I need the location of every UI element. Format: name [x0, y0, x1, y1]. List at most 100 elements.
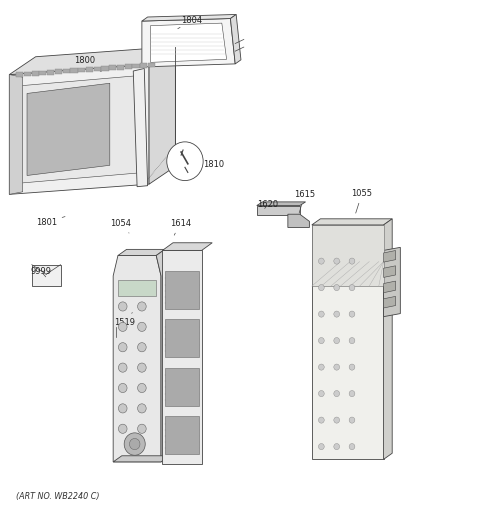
Polygon shape — [109, 65, 116, 70]
Polygon shape — [151, 23, 227, 62]
Circle shape — [138, 404, 146, 413]
Circle shape — [119, 383, 127, 392]
Polygon shape — [165, 416, 199, 454]
Circle shape — [167, 142, 203, 180]
Circle shape — [349, 364, 355, 370]
Circle shape — [119, 343, 127, 352]
Circle shape — [349, 390, 355, 397]
Circle shape — [334, 417, 339, 423]
Polygon shape — [142, 14, 236, 21]
Polygon shape — [20, 76, 139, 183]
Circle shape — [319, 311, 324, 317]
Polygon shape — [312, 225, 384, 459]
Polygon shape — [156, 249, 169, 462]
Polygon shape — [384, 281, 396, 293]
Circle shape — [138, 302, 146, 311]
Text: 1615: 1615 — [294, 190, 315, 213]
Circle shape — [334, 390, 339, 397]
Circle shape — [119, 322, 127, 332]
Polygon shape — [118, 280, 156, 296]
Polygon shape — [384, 266, 396, 277]
Text: 1620: 1620 — [257, 200, 278, 209]
Circle shape — [349, 417, 355, 423]
Text: 1804: 1804 — [178, 15, 203, 29]
Circle shape — [138, 363, 146, 372]
Polygon shape — [113, 256, 161, 462]
Circle shape — [138, 322, 146, 332]
Circle shape — [119, 404, 127, 413]
Polygon shape — [142, 18, 235, 67]
Text: 1614: 1614 — [169, 219, 191, 235]
Polygon shape — [132, 64, 140, 68]
Circle shape — [319, 258, 324, 264]
Polygon shape — [257, 205, 300, 215]
Circle shape — [319, 285, 324, 291]
Polygon shape — [162, 243, 212, 250]
Polygon shape — [78, 68, 85, 73]
Polygon shape — [62, 69, 70, 74]
Polygon shape — [71, 68, 78, 73]
Polygon shape — [165, 271, 199, 309]
Circle shape — [349, 311, 355, 317]
Circle shape — [334, 285, 339, 291]
Polygon shape — [101, 66, 108, 71]
Circle shape — [349, 444, 355, 450]
Polygon shape — [118, 249, 165, 256]
Polygon shape — [117, 65, 124, 69]
Polygon shape — [384, 296, 396, 308]
Polygon shape — [9, 75, 23, 194]
Polygon shape — [384, 250, 396, 262]
Polygon shape — [230, 14, 241, 64]
Polygon shape — [257, 202, 306, 205]
Polygon shape — [125, 64, 132, 69]
Circle shape — [349, 338, 355, 344]
Polygon shape — [162, 250, 202, 464]
Text: 1810: 1810 — [196, 160, 224, 169]
Circle shape — [334, 338, 339, 344]
Polygon shape — [9, 64, 149, 194]
Circle shape — [334, 311, 339, 317]
Circle shape — [130, 438, 140, 450]
Circle shape — [334, 258, 339, 264]
Polygon shape — [384, 247, 400, 317]
Text: 1519: 1519 — [114, 313, 135, 327]
Polygon shape — [47, 70, 54, 75]
Polygon shape — [32, 71, 39, 76]
Circle shape — [349, 285, 355, 291]
Circle shape — [119, 424, 127, 433]
Polygon shape — [149, 47, 175, 184]
Text: 9999: 9999 — [31, 267, 52, 277]
Polygon shape — [148, 63, 155, 67]
Circle shape — [119, 302, 127, 311]
Circle shape — [138, 424, 146, 433]
Polygon shape — [9, 47, 175, 75]
Polygon shape — [165, 319, 199, 357]
Polygon shape — [384, 219, 392, 459]
Polygon shape — [55, 69, 62, 74]
Polygon shape — [113, 456, 169, 462]
Polygon shape — [165, 367, 199, 406]
Circle shape — [319, 364, 324, 370]
Circle shape — [138, 343, 146, 352]
Polygon shape — [288, 214, 310, 227]
Circle shape — [119, 363, 127, 372]
Circle shape — [319, 390, 324, 397]
Polygon shape — [94, 66, 101, 71]
Polygon shape — [312, 219, 392, 225]
Circle shape — [319, 417, 324, 423]
Circle shape — [334, 364, 339, 370]
Text: 1055: 1055 — [351, 189, 372, 213]
Polygon shape — [312, 225, 384, 286]
Polygon shape — [16, 72, 23, 77]
Polygon shape — [32, 265, 60, 286]
Polygon shape — [140, 63, 147, 68]
Circle shape — [349, 258, 355, 264]
Circle shape — [319, 444, 324, 450]
Circle shape — [334, 444, 339, 450]
Text: 1801: 1801 — [36, 217, 65, 227]
Polygon shape — [39, 71, 47, 75]
Text: (ART NO. WB2240 C): (ART NO. WB2240 C) — [16, 492, 100, 501]
Text: 1800: 1800 — [74, 56, 101, 72]
Polygon shape — [27, 83, 110, 175]
Circle shape — [138, 383, 146, 392]
